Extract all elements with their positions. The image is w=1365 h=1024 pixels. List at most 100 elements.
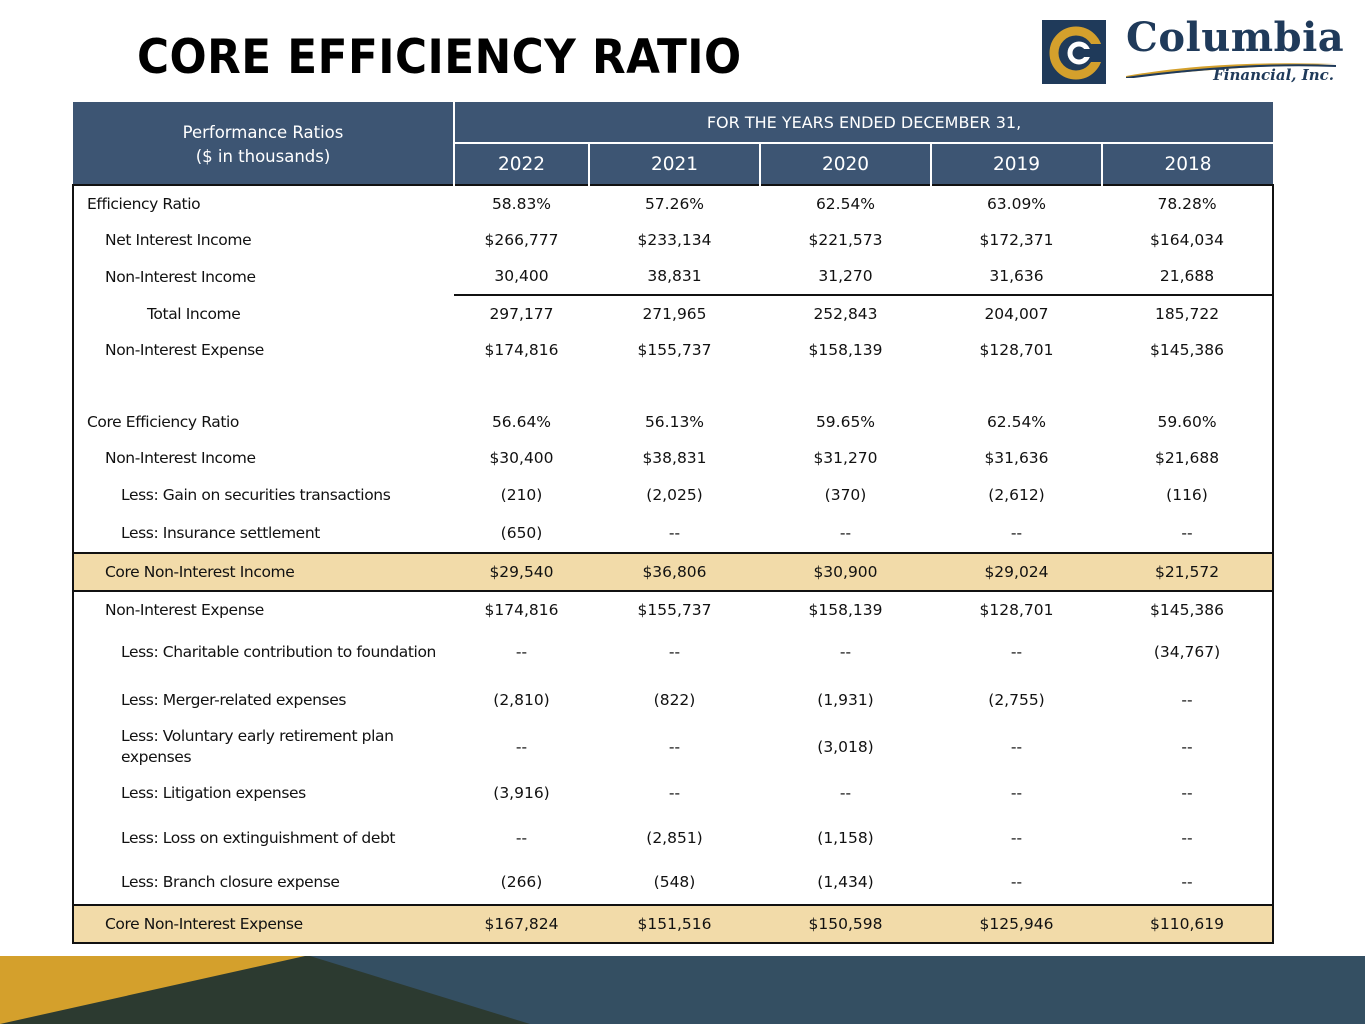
row-value: -- — [839, 784, 852, 802]
row-value: $174,816 — [484, 341, 559, 359]
row-value: $145,386 — [1150, 601, 1224, 619]
table-row: Core Efficiency Ratio 56.64% 56.13% 59.6… — [73, 404, 1273, 440]
row-label: Core Efficiency Ratio — [87, 413, 240, 431]
years-group-header: FOR THE YEARS ENDED DECEMBER 31, — [454, 102, 1274, 144]
row-value: 297,177 — [454, 294, 589, 332]
row-value: 31,636 — [989, 267, 1044, 285]
row-value: (2,755) — [988, 691, 1045, 709]
row-value: 56.64% — [491, 413, 552, 431]
row-value: $110,619 — [1102, 904, 1274, 944]
row-value: 62.54% — [986, 413, 1047, 431]
row-label: Less: Branch closure expense — [121, 873, 340, 891]
row-value: 62.54% — [760, 184, 931, 222]
row-value: $145,386 — [1150, 341, 1224, 359]
row-value: $30,400 — [489, 449, 554, 467]
row-value: $31,270 — [813, 449, 878, 467]
row-value: $125,946 — [931, 904, 1102, 944]
year-header: 2022 — [454, 143, 590, 185]
row-value: 78.28% — [1102, 184, 1274, 222]
table-row: Non-Interest Expense $174,816 $155,737 $… — [73, 332, 1273, 368]
row-value: -- — [1181, 738, 1193, 756]
row-value: $155,737 — [637, 601, 712, 619]
year-header: 2021 — [589, 143, 761, 185]
row-value: -- — [1010, 643, 1023, 661]
row-value: $128,701 — [979, 341, 1054, 359]
footer-decorative-band — [0, 956, 1365, 1024]
company-logo: Columbia Financial, Inc. — [1042, 14, 1344, 88]
row-value: (116) — [1166, 486, 1208, 504]
row-value: -- — [1181, 524, 1193, 542]
row-value: (1,931) — [817, 691, 874, 709]
table-row: Less: Litigation expenses (3,916) -- -- … — [73, 770, 1273, 816]
logo-swoosh — [1126, 63, 1336, 78]
row-value: $150,598 — [760, 904, 931, 944]
table-row: Less: Gain on securities transactions (2… — [73, 476, 1273, 514]
row-value: -- — [668, 643, 681, 661]
row-value: 63.09% — [931, 184, 1102, 222]
row-value: $151,516 — [589, 904, 760, 944]
row-value: (2,612) — [988, 486, 1045, 504]
row-value: 30,400 — [494, 267, 549, 285]
row-value: (2,810) — [493, 691, 550, 709]
table-row: Net Interest Income $266,777 $233,134 $2… — [73, 222, 1273, 258]
row-value: -- — [1010, 829, 1023, 847]
performance-ratios-header: Performance Ratios ($ in thousands) — [73, 102, 455, 185]
row-value: $128,701 — [979, 601, 1054, 619]
performance-ratios-table: Performance Ratios ($ in thousands) FOR … — [72, 102, 1274, 944]
row-value: (2,025) — [646, 486, 703, 504]
row-value: -- — [1010, 524, 1023, 542]
table-row: Non-Interest Income 30,400 38,831 31,270… — [73, 258, 1273, 295]
row-value: (34,767) — [1153, 643, 1221, 661]
row-label: Less: Loss on extinguishment of debt — [121, 829, 396, 847]
row-label: Less: Voluntary early retirement plan ex… — [121, 727, 394, 766]
row-value: 31,270 — [818, 267, 873, 285]
row-value: -- — [1010, 784, 1023, 802]
row-value: 58.83% — [454, 184, 589, 222]
logo-subtitle: Financial, Inc. — [1213, 66, 1334, 84]
row-value: $36,806 — [589, 552, 760, 592]
row-value: -- — [1181, 784, 1193, 802]
table-row: Less: Merger-related expenses (2,810) (8… — [73, 676, 1273, 724]
row-value: $221,573 — [808, 231, 883, 249]
row-label: Core Non-Interest Expense — [73, 904, 454, 944]
row-value: -- — [1181, 829, 1193, 847]
table-row: Efficiency Ratio 58.83% 57.26% 62.54% 63… — [73, 184, 1274, 222]
row-value: $174,816 — [484, 601, 559, 619]
row-label: Non-Interest Income — [105, 267, 256, 286]
row-value: (266) — [500, 873, 543, 891]
table-row: Less: Voluntary early retirement plan ex… — [73, 724, 1273, 770]
row-value: $158,139 — [808, 341, 883, 359]
row-value: -- — [668, 738, 681, 756]
row-value: (2,851) — [646, 829, 703, 847]
row-value: (1,158) — [817, 829, 874, 847]
row-value: 57.26% — [589, 184, 760, 222]
row-label: Non-Interest Expense — [105, 601, 264, 619]
row-value: -- — [1181, 691, 1193, 709]
logo-name: Columbia — [1126, 14, 1345, 61]
row-value: -- — [668, 784, 681, 802]
row-value: -- — [1010, 738, 1023, 756]
row-label: Less: Gain on securities transactions — [121, 486, 391, 504]
row-value: (1,434) — [817, 873, 874, 891]
row-value: (650) — [500, 524, 543, 542]
performance-table-container: Performance Ratios ($ in thousands) FOR … — [72, 102, 1274, 944]
row-value: $30,900 — [760, 552, 931, 592]
row-value: -- — [839, 643, 852, 661]
page-title: CORE EFFICIENCY RATIO — [137, 30, 742, 85]
row-value: (370) — [824, 486, 867, 504]
row-label: Less: Merger-related expenses — [121, 691, 347, 709]
row-label: Less: Insurance settlement — [121, 524, 320, 542]
table-row: Less: Branch closure expense (266) (548)… — [73, 860, 1273, 905]
row-value: $31,636 — [984, 449, 1049, 467]
row-label: Non-Interest Expense — [105, 341, 264, 359]
row-value: $21,688 — [1154, 449, 1220, 467]
table-row: Less: Insurance settlement (650) -- -- -… — [73, 514, 1273, 553]
row-label: Efficiency Ratio — [73, 184, 454, 222]
row-value: $266,777 — [484, 231, 559, 249]
spacer-row — [73, 368, 1273, 404]
row-value: -- — [515, 829, 528, 847]
row-value: 59.60% — [1157, 413, 1217, 431]
row-value: $155,737 — [637, 341, 712, 359]
row-label: Total Income — [147, 304, 241, 323]
row-value: -- — [839, 524, 852, 542]
